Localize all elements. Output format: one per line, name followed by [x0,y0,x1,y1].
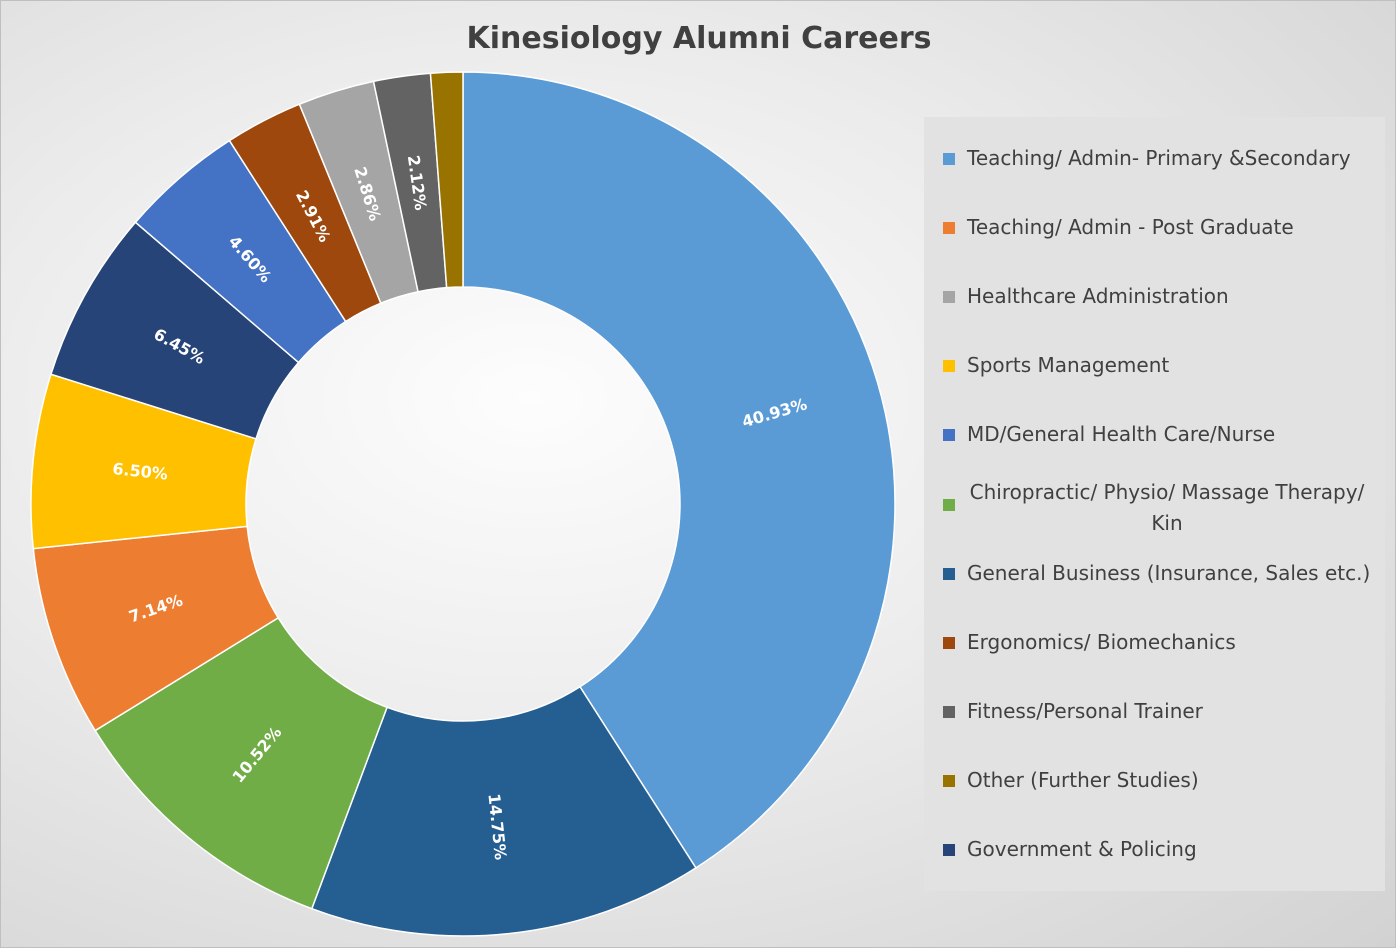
legend-swatch [943,706,955,718]
legend: Teaching/ Admin- Primary &Secondary Teach… [924,117,1385,891]
legend-swatch [943,222,955,234]
donut-slice [429,71,464,289]
legend-label: Other (Further Studies) [967,768,1199,792]
legend-label: Teaching/ Admin- Primary &Secondary [967,146,1351,170]
chart-title: Kinesiology Alumni Careers [466,21,932,56]
donut-slice [94,616,389,910]
legend-swatch [943,568,955,580]
legend-swatch [943,637,955,649]
legend-swatch [943,844,955,856]
donut-slice [310,685,697,937]
legend-swatch [943,153,955,165]
donut-slice [462,71,896,869]
legend-label: MD/General Health Care/Nurse [967,422,1276,446]
legend-swatch [943,291,955,303]
legend-swatch [943,360,955,372]
legend-label: Fitness/Personal Trainer [967,699,1203,723]
legend-label: Ergonomics/ Biomechanics [967,630,1236,654]
legend-label: Chiropractic/ Physio/ Massage Therapy/ K… [969,480,1365,535]
legend-label: Sports Management [967,353,1170,377]
legend-swatch [943,429,955,441]
legend-label: Healthcare Administration [967,284,1229,308]
legend-label: General Business (Insurance, Sales etc.) [967,561,1371,585]
legend-label: Government & Policing [967,837,1197,861]
legend-swatch [943,499,955,511]
legend-swatch [943,775,955,787]
legend-label: Teaching/ Admin - Post Graduate [967,215,1294,239]
